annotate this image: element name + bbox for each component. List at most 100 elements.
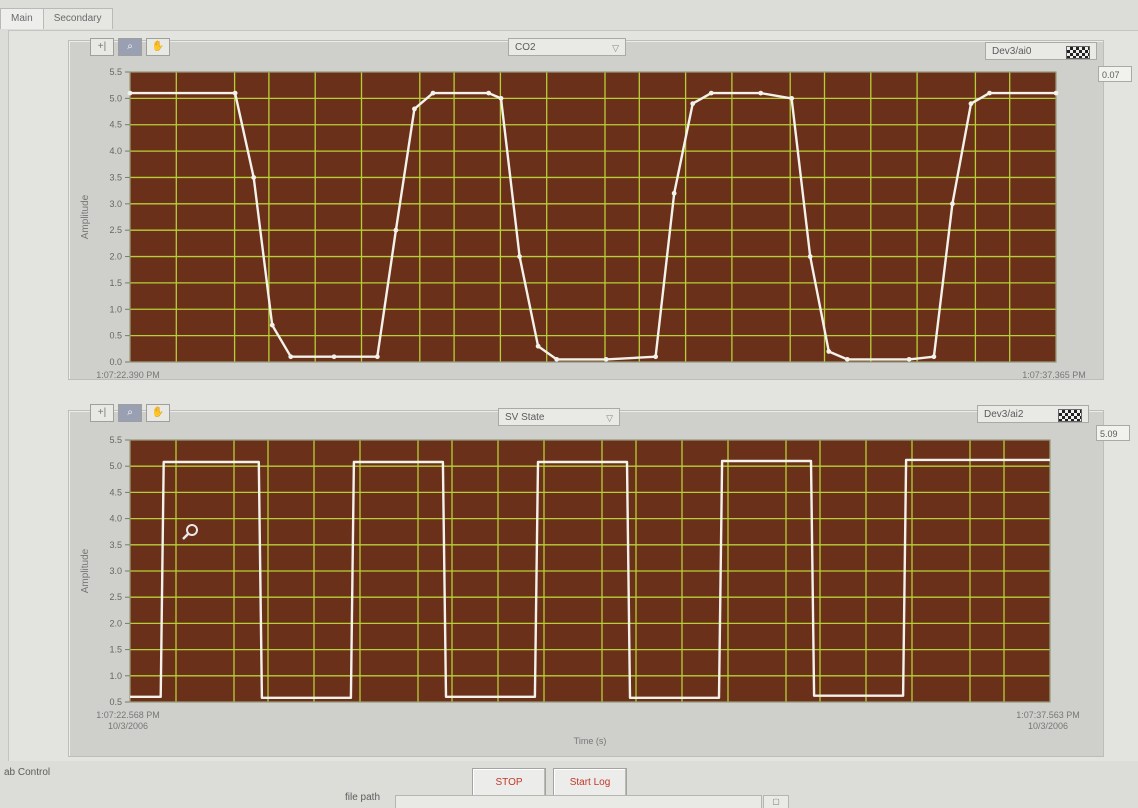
data-point (127, 90, 133, 96)
zoom-cursor-lens (186, 524, 198, 536)
channel-select-co2[interactable]: CO2 ▽ (508, 38, 626, 56)
data-point (374, 354, 380, 360)
plot-border (129, 439, 1051, 703)
plot-legend-2[interactable]: Dev3/ai2 (977, 405, 1089, 423)
data-point (331, 354, 337, 360)
data-point (708, 90, 714, 96)
data-point (430, 90, 436, 96)
plot-border (129, 71, 1057, 363)
x-axis-label: Time (s) (574, 736, 607, 746)
y-tick-label: 2.5 (109, 592, 122, 602)
y-tick-label: 5.5 (109, 435, 122, 445)
graph-palette-1: +| ⌕ ✋ (90, 38, 170, 56)
y-tick-label: 2.0 (109, 618, 122, 628)
digital-display-value: 5.09 (1100, 429, 1118, 439)
graph-palette-2: +| ⌕ ✋ (90, 404, 170, 422)
tab-secondary[interactable]: Secondary (42, 8, 113, 29)
y-tick-label: 3.5 (109, 540, 122, 550)
x-end-time-label: 1:07:37.563 PM (1016, 710, 1080, 720)
tab-main[interactable]: Main (0, 8, 44, 29)
zoom-cursor-handle (182, 533, 189, 540)
data-point (288, 354, 294, 360)
y-tick-label: 5.5 (109, 67, 122, 77)
stop-button[interactable]: STOP (472, 768, 546, 798)
data-point (844, 356, 850, 362)
zoom-cursor-icon (182, 524, 198, 540)
plot-style-icon (1058, 409, 1082, 422)
data-point (486, 90, 492, 96)
zoom-tool-icon[interactable]: ⌕ (118, 404, 142, 422)
series-line (130, 458, 1050, 699)
y-tick-label: 3.0 (109, 566, 122, 576)
data-point (758, 90, 764, 96)
digital-display-2: 5.09 (1096, 425, 1130, 441)
plot-legend-label: Dev3/ai0 (992, 46, 1032, 57)
chevron-down-icon: ▽ (612, 43, 619, 53)
start-log-button[interactable]: Start Log (553, 768, 627, 798)
data-point (517, 254, 522, 259)
data-point (931, 354, 937, 360)
data-point (498, 95, 504, 101)
y-tick-label: 1.0 (109, 304, 122, 314)
y-tick-label: 5.0 (109, 93, 122, 103)
data-point (393, 227, 399, 233)
channel-select-value: CO2 (515, 42, 536, 53)
data-point (671, 190, 677, 196)
y-tick-label: 3.5 (109, 172, 122, 182)
cursor-tool-icon[interactable]: +| (90, 404, 114, 422)
folder-icon[interactable]: ▢ (763, 795, 789, 808)
data-point (789, 95, 795, 101)
pan-tool-icon[interactable]: ✋ (146, 404, 170, 422)
y-tick-label: 5.0 (109, 461, 122, 471)
data-point (950, 201, 955, 207)
y-tick-label: 2.0 (109, 252, 122, 262)
digital-display-value: 0.07 (1102, 70, 1120, 80)
plot-legend-label: Dev3/ai2 (984, 409, 1024, 420)
plot-background (130, 72, 1056, 362)
y-tick-label: 0.5 (109, 331, 122, 341)
plot-style-icon (1066, 46, 1090, 59)
data-point (232, 90, 238, 96)
data-point (653, 354, 659, 360)
data-point (807, 254, 813, 259)
data-point (987, 90, 992, 96)
x-start-time-label: 1:07:22.390 PM (96, 370, 160, 378)
y-tick-label: 4.5 (109, 120, 122, 130)
y-tick-label: 4.0 (109, 514, 122, 524)
data-point (1053, 90, 1059, 96)
y-axis-label: Amplitude (80, 548, 91, 593)
y-tick-label: 2.5 (109, 225, 122, 235)
y-tick-label: 0.5 (109, 697, 122, 707)
data-point (535, 343, 541, 349)
pan-tool-icon[interactable]: ✋ (146, 38, 170, 56)
zoom-tool-icon[interactable]: ⌕ (118, 38, 142, 56)
y-tick-label: 1.0 (109, 671, 122, 681)
plot-area-1[interactable]: 0.0 0.5 1.0 1.5 2.0 2.5 3.0 3.5 4.0 4.5 5.0 5.5 Ampl… (68, 40, 1102, 378)
channel-select-value: SV State (505, 412, 545, 423)
data-point (826, 349, 832, 354)
x-start-time-label: 1:07:22.568 PM (96, 710, 160, 720)
y-tick-label: 4.5 (109, 487, 122, 497)
digital-display-1: 0.07 (1098, 66, 1132, 82)
y-axis-label: Amplitude (80, 194, 91, 239)
y-tick-label: 1.5 (109, 278, 122, 288)
tab-strip: Main Secondary (0, 8, 113, 30)
data-point (269, 322, 275, 328)
x-end-date-label: 10/3/2006 (1028, 721, 1068, 731)
plot-area-2[interactable]: 0.5 1.0 1.5 2.0 2.5 3.0 3.5 4.0 4.5 5.0 5.5 Amplitu… (68, 410, 1102, 755)
data-point (412, 106, 417, 112)
x-end-time-label: 1:07:37.365 PM (1022, 370, 1086, 378)
file-path-field[interactable] (395, 795, 762, 808)
data-point (690, 101, 696, 107)
cursor-tool-icon[interactable]: +| (90, 38, 114, 56)
y-tick-label: 0.0 (109, 357, 122, 367)
y-tick-label: 3.0 (109, 199, 122, 209)
data-point (968, 101, 974, 107)
data-point (906, 356, 912, 362)
data-point (554, 356, 560, 362)
data-point (251, 175, 257, 180)
chevron-down-icon: ▽ (606, 413, 613, 423)
file-path-label: file path (345, 792, 381, 803)
channel-select-sv-state[interactable]: SV State ▽ (498, 408, 620, 426)
plot-legend-1[interactable]: Dev3/ai0 (985, 42, 1097, 60)
